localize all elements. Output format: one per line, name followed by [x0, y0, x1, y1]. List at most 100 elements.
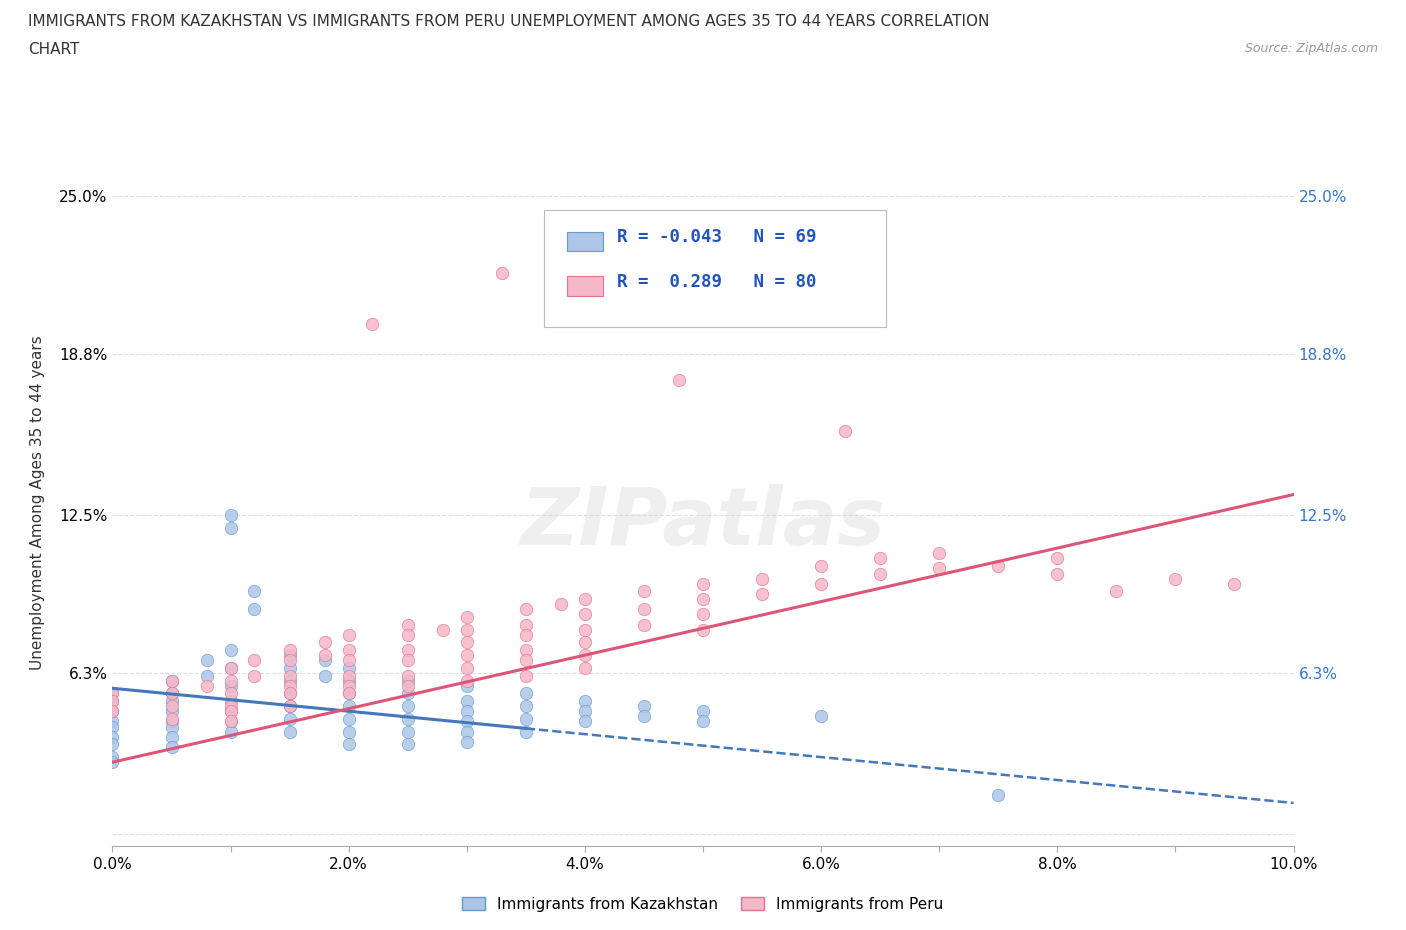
- Point: [101, 686, 124, 701]
- Point: [491, 265, 513, 280]
- Point: [160, 704, 183, 719]
- Point: [337, 643, 360, 658]
- Point: [515, 711, 537, 726]
- Point: [278, 724, 301, 739]
- Point: [633, 618, 655, 632]
- Point: [456, 694, 478, 709]
- Point: [1046, 551, 1069, 565]
- Point: [101, 704, 124, 719]
- Point: [692, 622, 714, 637]
- Point: [515, 602, 537, 617]
- Point: [337, 737, 360, 751]
- Point: [396, 737, 419, 751]
- Point: [515, 628, 537, 643]
- Point: [101, 714, 124, 729]
- Point: [160, 714, 183, 729]
- Point: [243, 668, 266, 683]
- Point: [101, 694, 124, 709]
- Point: [692, 577, 714, 591]
- Point: [337, 668, 360, 683]
- Point: [515, 698, 537, 713]
- Point: [160, 698, 183, 713]
- Point: [574, 660, 596, 675]
- Point: [456, 714, 478, 729]
- Point: [219, 678, 242, 693]
- Point: [456, 678, 478, 693]
- Point: [396, 724, 419, 739]
- Point: [396, 628, 419, 643]
- Point: [432, 622, 454, 637]
- Text: IMMIGRANTS FROM KAZAKHSTAN VS IMMIGRANTS FROM PERU UNEMPLOYMENT AMONG AGES 35 TO: IMMIGRANTS FROM KAZAKHSTAN VS IMMIGRANTS…: [28, 14, 990, 29]
- Point: [101, 750, 124, 764]
- Point: [692, 607, 714, 622]
- Point: [337, 660, 360, 675]
- Text: R = -0.043   N = 69: R = -0.043 N = 69: [617, 228, 817, 246]
- FancyBboxPatch shape: [567, 232, 603, 251]
- Point: [101, 719, 124, 734]
- Point: [1046, 566, 1069, 581]
- Point: [101, 686, 124, 701]
- Point: [928, 561, 950, 576]
- Point: [337, 686, 360, 701]
- Point: [692, 704, 714, 719]
- Point: [515, 643, 537, 658]
- Point: [692, 591, 714, 606]
- Point: [1164, 571, 1187, 586]
- Point: [337, 698, 360, 713]
- Point: [219, 660, 242, 675]
- Point: [278, 698, 301, 713]
- Point: [633, 602, 655, 617]
- Point: [515, 724, 537, 739]
- Point: [101, 737, 124, 751]
- Point: [195, 678, 218, 693]
- Point: [633, 709, 655, 724]
- Point: [278, 686, 301, 701]
- Point: [278, 678, 301, 693]
- Point: [314, 635, 336, 650]
- Point: [195, 653, 218, 668]
- Point: [101, 729, 124, 744]
- Point: [278, 653, 301, 668]
- Point: [1223, 577, 1246, 591]
- Point: [337, 711, 360, 726]
- Point: [668, 372, 690, 387]
- Text: R =  0.289   N = 80: R = 0.289 N = 80: [617, 273, 817, 291]
- Point: [160, 686, 183, 701]
- Point: [550, 597, 572, 612]
- Point: [810, 709, 832, 724]
- Point: [219, 714, 242, 729]
- Point: [574, 635, 596, 650]
- Point: [337, 686, 360, 701]
- Point: [219, 704, 242, 719]
- Point: [574, 607, 596, 622]
- Point: [869, 566, 891, 581]
- Point: [574, 647, 596, 662]
- Point: [337, 653, 360, 668]
- Point: [928, 546, 950, 561]
- Point: [396, 678, 419, 693]
- Point: [751, 587, 773, 602]
- Point: [219, 643, 242, 658]
- Point: [456, 673, 478, 688]
- Point: [396, 653, 419, 668]
- Point: [101, 704, 124, 719]
- Point: [243, 653, 266, 668]
- Point: [396, 668, 419, 683]
- Point: [219, 660, 242, 675]
- Point: [195, 668, 218, 683]
- Point: [396, 643, 419, 658]
- Point: [160, 673, 183, 688]
- Point: [219, 520, 242, 535]
- Point: [219, 694, 242, 709]
- Point: [515, 668, 537, 683]
- Legend: Immigrants from Kazakhstan, Immigrants from Peru: Immigrants from Kazakhstan, Immigrants f…: [456, 891, 950, 918]
- Text: CHART: CHART: [28, 42, 80, 57]
- Point: [160, 673, 183, 688]
- Point: [574, 694, 596, 709]
- Point: [633, 698, 655, 713]
- Point: [219, 686, 242, 701]
- Point: [243, 602, 266, 617]
- Point: [219, 704, 242, 719]
- Point: [574, 714, 596, 729]
- Point: [219, 714, 242, 729]
